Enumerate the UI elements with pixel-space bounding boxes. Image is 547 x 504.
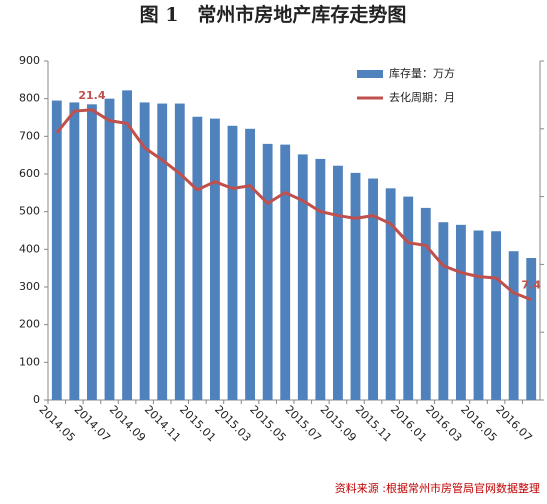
bar	[473, 230, 484, 400]
x-tick-label: 2014.11	[142, 403, 183, 444]
x-tick-label: 2014.09	[107, 403, 148, 444]
bar	[227, 125, 238, 400]
x-tick-label: 2015.11	[353, 403, 394, 444]
bar	[87, 104, 97, 401]
y-tick-label: 800	[19, 92, 40, 105]
x-tick-label: 2015.05	[247, 403, 288, 444]
x-tick-label: 2014.05	[36, 403, 77, 444]
x-tick-label: 2016.07	[493, 403, 534, 444]
bar	[491, 231, 501, 400]
bar	[139, 102, 150, 400]
bar	[104, 98, 115, 401]
y-tick-label: 100	[19, 355, 40, 368]
y-tick-label: 200	[19, 318, 40, 331]
bar	[157, 103, 168, 401]
x-tick-label: 2015.07	[282, 403, 323, 444]
legend-label: 去化周期：月	[389, 90, 455, 104]
y-tick-label: 600	[19, 167, 40, 180]
bar	[526, 257, 537, 400]
bar	[456, 224, 466, 400]
bar	[122, 90, 132, 400]
bar	[174, 103, 185, 401]
y-tick-label: 700	[19, 129, 40, 142]
bar	[262, 143, 273, 400]
bar	[280, 144, 291, 400]
bar	[368, 178, 378, 400]
x-tick-label: 2015.09	[318, 403, 359, 444]
x-tick-label: 2014.07	[72, 403, 113, 444]
bar	[385, 188, 396, 400]
x-tick-label: 2016.01	[388, 403, 429, 444]
legend-swatch	[357, 70, 383, 78]
source-note: 资料来源 :根据常州市房管局官网数据整理	[335, 481, 540, 495]
bar	[420, 207, 431, 400]
line	[55, 108, 532, 302]
bar	[297, 154, 308, 400]
bar	[51, 100, 62, 401]
value-label: 21.4	[78, 89, 105, 102]
y-tick-label: 0	[33, 393, 40, 406]
x-tick-label: 2015.01	[177, 403, 218, 444]
bar	[192, 116, 203, 400]
bar	[403, 196, 414, 400]
chart-title: 图 1 常州市房地产库存走势图	[140, 3, 407, 26]
x-tick-label: 2015.03	[212, 403, 253, 444]
legend-label: 库存量：万方	[389, 66, 455, 80]
x-tick-label: 2016.05	[458, 403, 499, 444]
bar	[333, 165, 343, 400]
bar	[508, 251, 519, 400]
y-tick-label: 500	[19, 205, 40, 218]
y-tick-label: 300	[19, 280, 40, 293]
bar	[210, 118, 220, 400]
bar	[315, 158, 326, 400]
bar	[350, 172, 361, 400]
bar	[438, 222, 449, 400]
y-tick-label: 900	[19, 54, 40, 67]
bar	[245, 128, 255, 401]
y-tick-label: 400	[19, 242, 40, 255]
bar	[69, 102, 80, 400]
x-tick-label: 2016.03	[423, 403, 464, 444]
value-label: 7.4	[521, 279, 541, 292]
